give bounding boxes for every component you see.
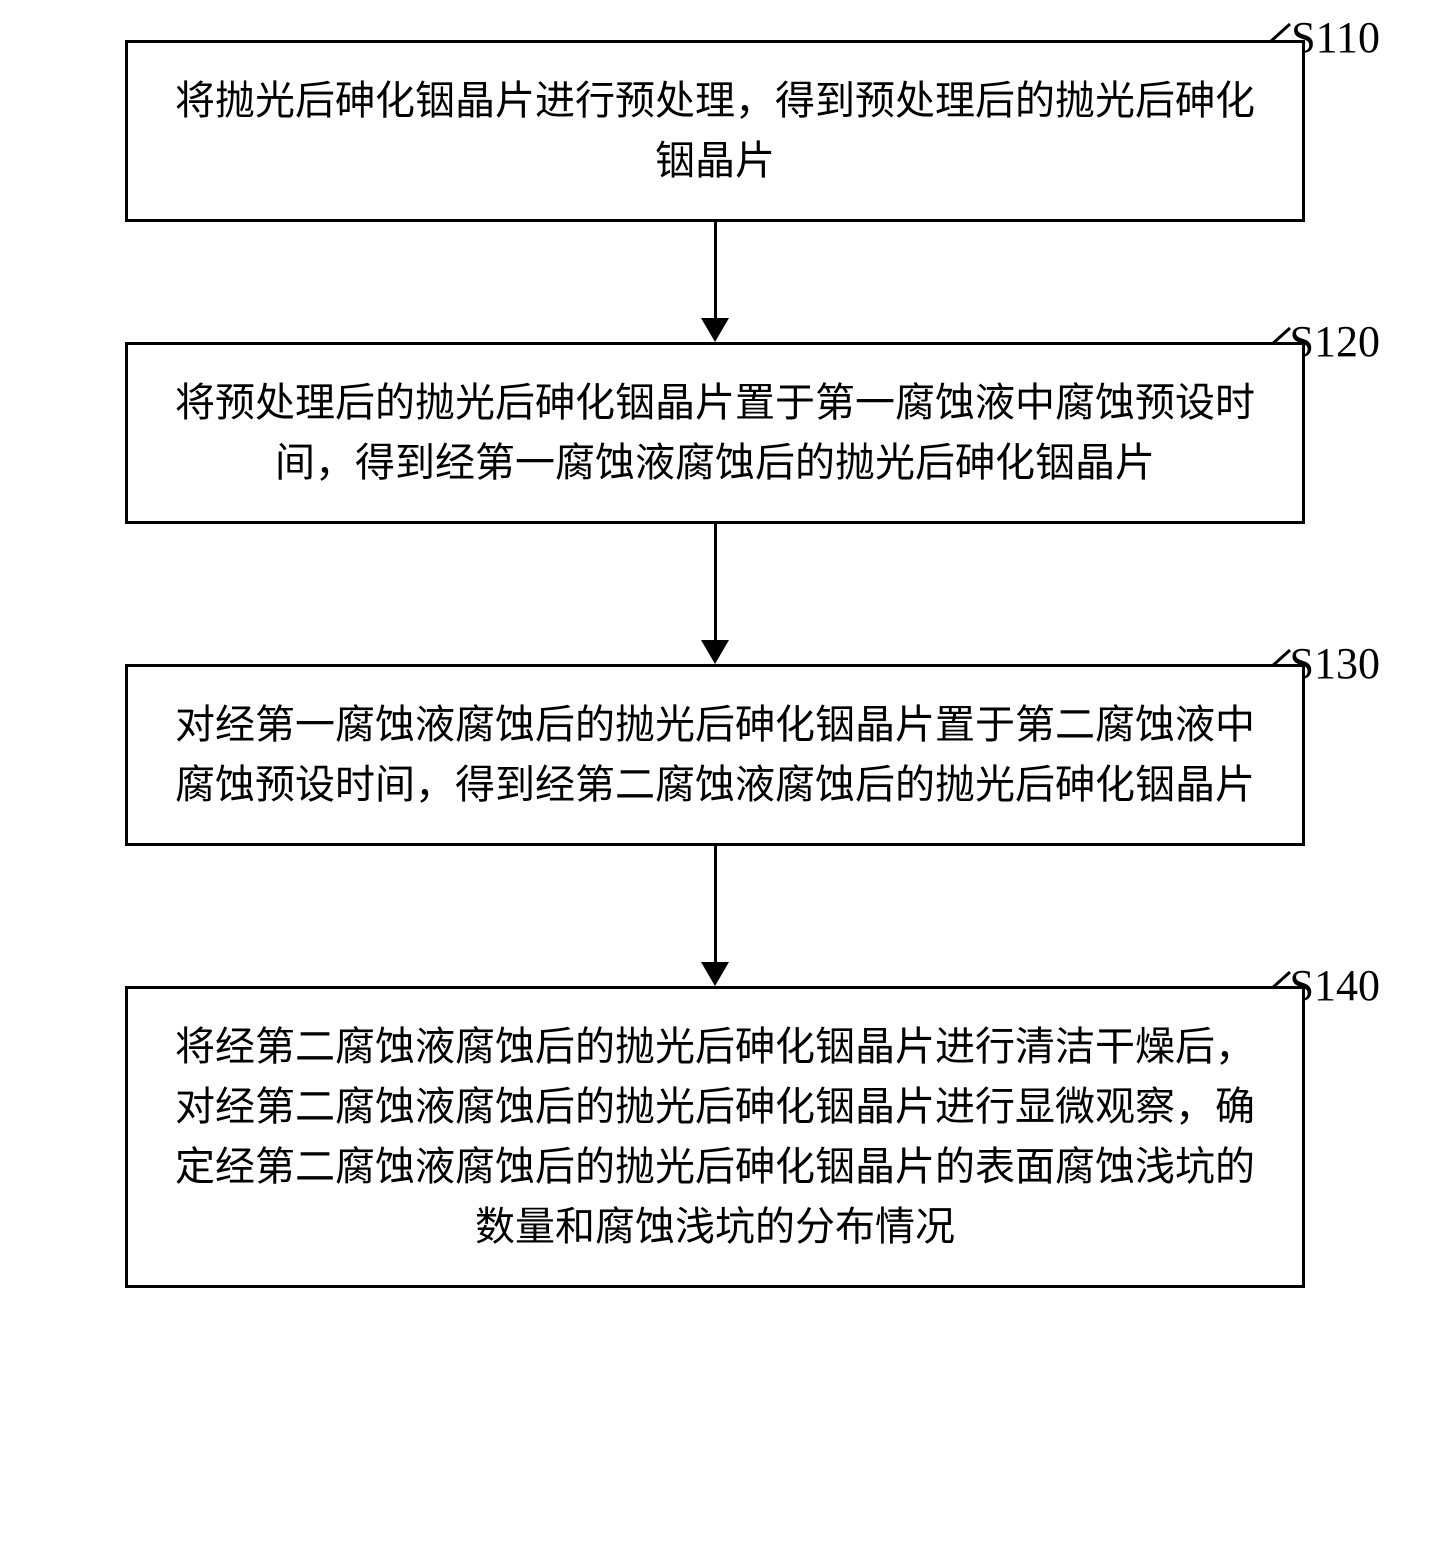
- arrow-1: [701, 222, 729, 342]
- arrow-head-icon: [701, 640, 729, 664]
- step-s120: S120 将预处理后的抛光后砷化铟晶片置于第一腐蚀液中腐蚀预设时间，得到经第一腐…: [20, 342, 1410, 524]
- arrow-2: [701, 524, 729, 664]
- step-box-s140: 将经第二腐蚀液腐蚀后的抛光后砷化铟晶片进行清洁干燥后，对经第二腐蚀液腐蚀后的抛光…: [125, 986, 1305, 1288]
- flowchart-container: S110 将抛光后砷化铟晶片进行预处理，得到预处理后的抛光后砷化铟晶片 S120…: [20, 40, 1410, 1288]
- arrow-line: [714, 846, 717, 962]
- step-text: 对经第一腐蚀液腐蚀后的抛光后砷化铟晶片置于第二腐蚀液中腐蚀预设时间，得到经第二腐…: [175, 702, 1255, 807]
- step-s110: S110 将抛光后砷化铟晶片进行预处理，得到预处理后的抛光后砷化铟晶片: [20, 40, 1410, 222]
- arrow-head-icon: [701, 318, 729, 342]
- arrow-line: [714, 524, 717, 640]
- arrow-head-icon: [701, 962, 729, 986]
- step-box-s110: 将抛光后砷化铟晶片进行预处理，得到预处理后的抛光后砷化铟晶片: [125, 40, 1305, 222]
- step-text: 将预处理后的抛光后砷化铟晶片置于第一腐蚀液中腐蚀预设时间，得到经第一腐蚀液腐蚀后…: [175, 380, 1255, 485]
- arrow-3: [701, 846, 729, 986]
- arrow-line: [714, 222, 717, 318]
- step-text: 将抛光后砷化铟晶片进行预处理，得到预处理后的抛光后砷化铟晶片: [175, 78, 1255, 183]
- step-box-s120: 将预处理后的抛光后砷化铟晶片置于第一腐蚀液中腐蚀预设时间，得到经第一腐蚀液腐蚀后…: [125, 342, 1305, 524]
- step-text: 将经第二腐蚀液腐蚀后的抛光后砷化铟晶片进行清洁干燥后，对经第二腐蚀液腐蚀后的抛光…: [175, 1024, 1255, 1249]
- step-box-s130: 对经第一腐蚀液腐蚀后的抛光后砷化铟晶片置于第二腐蚀液中腐蚀预设时间，得到经第二腐…: [125, 664, 1305, 846]
- step-s130: S130 对经第一腐蚀液腐蚀后的抛光后砷化铟晶片置于第二腐蚀液中腐蚀预设时间，得…: [20, 664, 1410, 846]
- step-s140: S140 将经第二腐蚀液腐蚀后的抛光后砷化铟晶片进行清洁干燥后，对经第二腐蚀液腐…: [20, 986, 1410, 1288]
